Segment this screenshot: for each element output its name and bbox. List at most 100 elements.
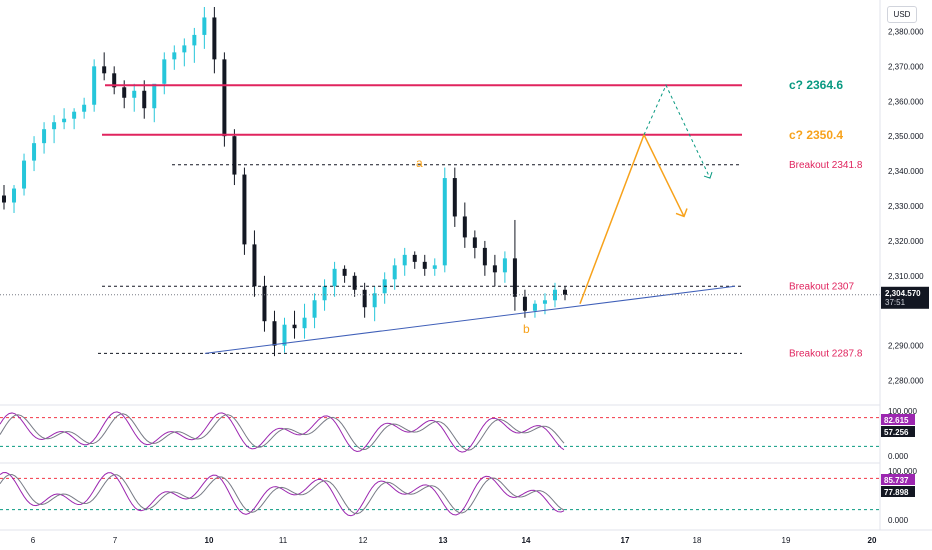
candle-body — [162, 59, 167, 84]
candle-body — [192, 34, 197, 46]
candle-body — [482, 247, 487, 266]
candle-body — [112, 73, 117, 88]
candle-body — [132, 90, 137, 98]
candle-body — [42, 129, 47, 144]
candle-body — [292, 324, 297, 329]
price-tick: 2,320.000 — [888, 237, 924, 246]
trendline — [204, 285, 736, 354]
currency-button[interactable]: USD — [887, 6, 917, 23]
oscillator-value: 82.615 — [884, 416, 909, 425]
level-label: Breakout 2307 — [789, 281, 854, 292]
candle-body — [122, 87, 127, 98]
date-tick: 10 — [205, 536, 214, 545]
oscillator-k-line — [0, 472, 565, 517]
candle-body — [12, 188, 17, 203]
current-price-value: 2,304.570 — [885, 289, 921, 298]
price-tick: 2,290.000 — [888, 342, 924, 351]
oscillator-value: 85.737 — [884, 476, 909, 485]
date-axis: 6 7 10 11 12 13 14 17 18 19 20 — [31, 536, 877, 545]
chart-annotations: c? 2364.6 c? 2350.4 Breakout 2341.8 Breakou… — [0, 78, 880, 359]
oscillator-badge — [881, 486, 915, 497]
price-tick: 2,370.000 — [888, 62, 924, 71]
candle-body — [252, 244, 257, 287]
candle-body — [392, 265, 397, 280]
candle-body — [182, 45, 187, 53]
alt-projection-path — [643, 83, 711, 179]
date-tick: 18 — [693, 536, 702, 545]
candle-body — [532, 303, 537, 311]
projection-path — [579, 132, 685, 305]
date-tick: 17 — [621, 536, 630, 545]
price-axis: 2,380.000 2,370.000 2,360.000 2,350.000 2,34… — [0, 0, 932, 531]
oscillator-panes: 100.000 0.000 82.615 57.256 100.000 0.000 85.7… — [0, 407, 917, 525]
date-tick: 14 — [522, 536, 531, 545]
candle-body — [452, 178, 457, 217]
candle-body — [262, 286, 267, 322]
oscillator-badge — [881, 474, 915, 485]
oscillator-badge — [881, 414, 915, 425]
date-tick: 13 — [439, 536, 448, 545]
price-tick: 2,330.000 — [888, 202, 924, 211]
current-price-badge — [881, 286, 929, 309]
candle-body — [512, 258, 517, 297]
candle-body — [172, 52, 177, 60]
candle-body — [472, 237, 477, 248]
candlestick-series — [2, 6, 567, 357]
candle-body — [412, 254, 417, 262]
date-tick: 11 — [279, 536, 288, 545]
oscillator-d-line — [0, 474, 565, 515]
candle-body — [542, 300, 547, 304]
candle-body — [272, 321, 277, 346]
oscillator-value: 57.256 — [884, 428, 909, 437]
candle-body — [342, 268, 347, 276]
price-tick: 2,350.000 — [888, 132, 924, 141]
candle-body — [462, 216, 467, 238]
candle-body — [2, 195, 6, 203]
oscillator-d-line — [0, 413, 565, 451]
candle-body — [22, 160, 27, 189]
date-tick: 12 — [359, 536, 368, 545]
candle-body — [502, 258, 507, 273]
candle-body — [102, 66, 107, 74]
candle-body — [332, 268, 337, 287]
alt-projection-arrowhead — [703, 171, 713, 179]
candle-body — [72, 111, 77, 119]
candle-body — [442, 178, 447, 266]
candle-body — [362, 289, 367, 308]
level-label: c? 2364.6 — [789, 78, 843, 92]
candle-body — [92, 66, 97, 105]
oscillator-tick: 100.000 — [888, 467, 917, 476]
candle-body — [312, 300, 317, 318]
candle-body — [422, 261, 427, 269]
candle-body — [402, 254, 407, 266]
candle-body — [302, 317, 307, 329]
price-tick: 2,280.000 — [888, 377, 924, 386]
candle-body — [242, 174, 247, 245]
oscillator-tick: 0.000 — [888, 452, 909, 461]
date-tick: 7 — [113, 536, 118, 545]
price-tick: 2,340.000 — [888, 167, 924, 176]
candle-body — [202, 17, 207, 35]
candle-body — [432, 265, 437, 269]
wave-label-a: a — [416, 156, 423, 170]
level-label: c? 2350.4 — [789, 128, 843, 142]
countdown-value: 37:51 — [885, 298, 906, 307]
candle-body — [222, 59, 227, 137]
price-tick: 2,360.000 — [888, 97, 924, 106]
price-tick: 2,380.000 — [888, 27, 924, 36]
wave-label-b: b — [523, 322, 530, 336]
candle-body — [522, 296, 527, 311]
oscillator-badge — [881, 426, 915, 437]
oscillator-tick: 100.000 — [888, 407, 917, 416]
candle-body — [372, 293, 377, 308]
price-tick: 2,310.000 — [888, 272, 924, 281]
date-tick: 20 — [868, 536, 877, 545]
candle-body — [52, 122, 57, 130]
candle-body — [322, 286, 327, 301]
candle-body — [82, 104, 87, 112]
candle-body — [352, 275, 357, 290]
oscillator-tick: 0.000 — [888, 516, 909, 525]
candle-body — [563, 289, 567, 295]
candle-body — [62, 118, 67, 123]
